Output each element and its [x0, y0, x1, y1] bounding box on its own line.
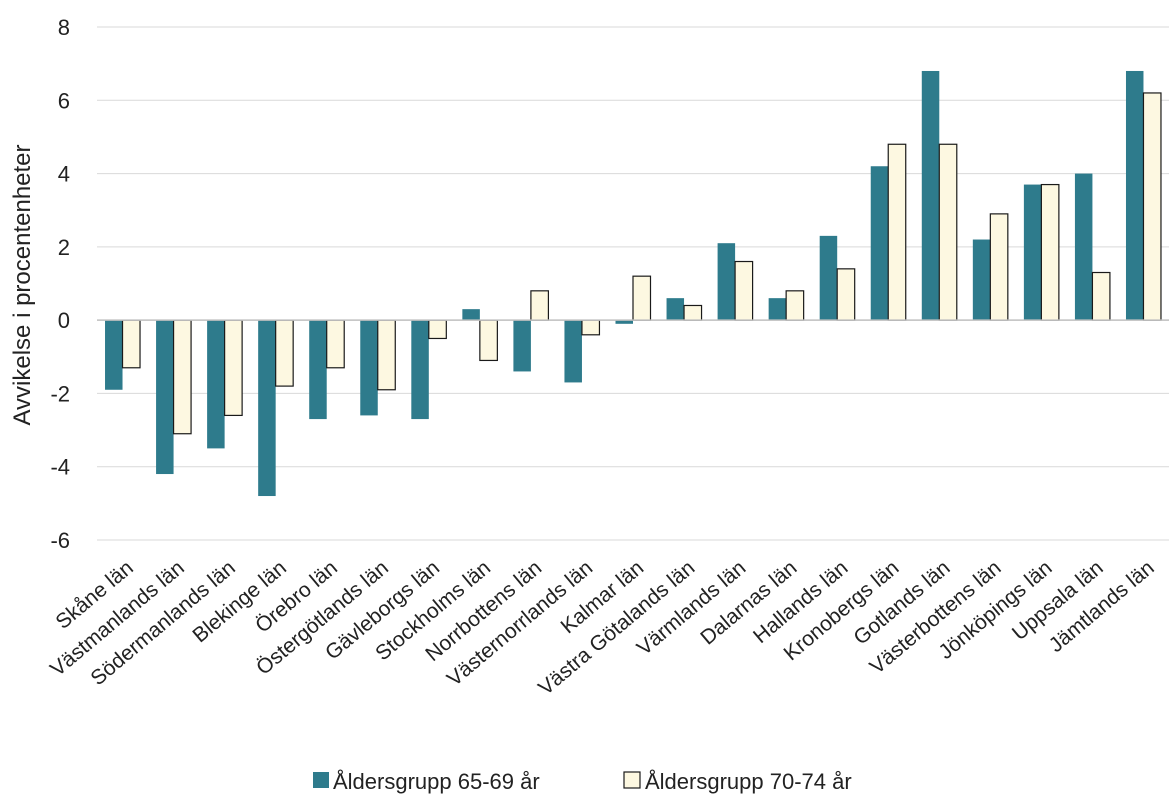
bar-70-74 [530, 290, 550, 321]
bar-70-74 [836, 268, 856, 321]
bar-70-74 [785, 290, 805, 321]
bar-70-74 [734, 260, 754, 321]
bar-65-69 [207, 320, 225, 449]
bar-65-69 [1125, 70, 1144, 321]
bar-65-69 [462, 309, 480, 321]
bar-70-74 [938, 143, 958, 321]
legend-label: Åldersgrupp 65-69 år [333, 769, 540, 794]
bar-70-74 [1040, 183, 1060, 321]
y-tick-label: 4 [58, 162, 70, 187]
bar-65-69 [156, 320, 174, 475]
y-axis-ticks: -6 -4 -2 0 2 4 6 8 [50, 15, 70, 553]
bar-65-69 [921, 70, 940, 321]
legend: Åldersgrupp 65-69 år Åldersgrupp 70-74 år [313, 769, 852, 794]
bar-70-74 [1091, 271, 1111, 321]
bar-70-74 [428, 319, 447, 340]
bar-70-74 [887, 143, 907, 321]
bar-65-69 [258, 320, 276, 497]
legend-label: Åldersgrupp 70-74 år [645, 769, 852, 794]
y-tick-label: 0 [58, 308, 70, 333]
bar-65-69 [1023, 184, 1042, 321]
y-tick-label: -2 [50, 381, 70, 406]
bar-65-69 [411, 320, 429, 420]
bar-70-74 [581, 319, 601, 336]
bar-70-74 [1142, 92, 1162, 321]
bar-65-69 [717, 243, 736, 321]
bar-65-69 [513, 320, 531, 372]
legend-swatch [623, 771, 641, 789]
bar-70-74 [683, 304, 703, 321]
bar-65-69 [309, 320, 327, 420]
bar-70-74 [326, 319, 345, 369]
bar-65-69 [972, 239, 991, 321]
y-tick-label: 6 [58, 88, 70, 113]
bar-70-74 [479, 319, 498, 362]
bar-70-74 [275, 319, 294, 387]
bar-70-74 [377, 319, 396, 391]
bar-65-69 [564, 320, 582, 383]
bar-70-74 [172, 319, 192, 435]
bar-65-69 [870, 166, 889, 321]
bar-70-74 [121, 319, 141, 369]
bar-65-69 [615, 320, 633, 324]
bar-65-69 [666, 298, 685, 321]
bars [105, 70, 1162, 497]
y-tick-label: -6 [50, 528, 70, 553]
bar-65-69 [768, 298, 787, 321]
bar-65-69 [105, 320, 123, 390]
bar-65-69 [360, 320, 378, 416]
y-axis-label: Avvikelse i procentenheter [9, 144, 36, 425]
y-tick-label: 8 [58, 15, 70, 40]
bar-65-69 [1074, 173, 1093, 321]
bar-70-74 [632, 275, 652, 321]
bar-70-74 [224, 319, 243, 417]
y-tick-label: 2 [58, 235, 70, 260]
y-tick-label: -4 [50, 455, 70, 480]
legend-swatch [313, 772, 329, 788]
bar-65-69 [819, 235, 838, 321]
bar-70-74 [989, 213, 1009, 321]
